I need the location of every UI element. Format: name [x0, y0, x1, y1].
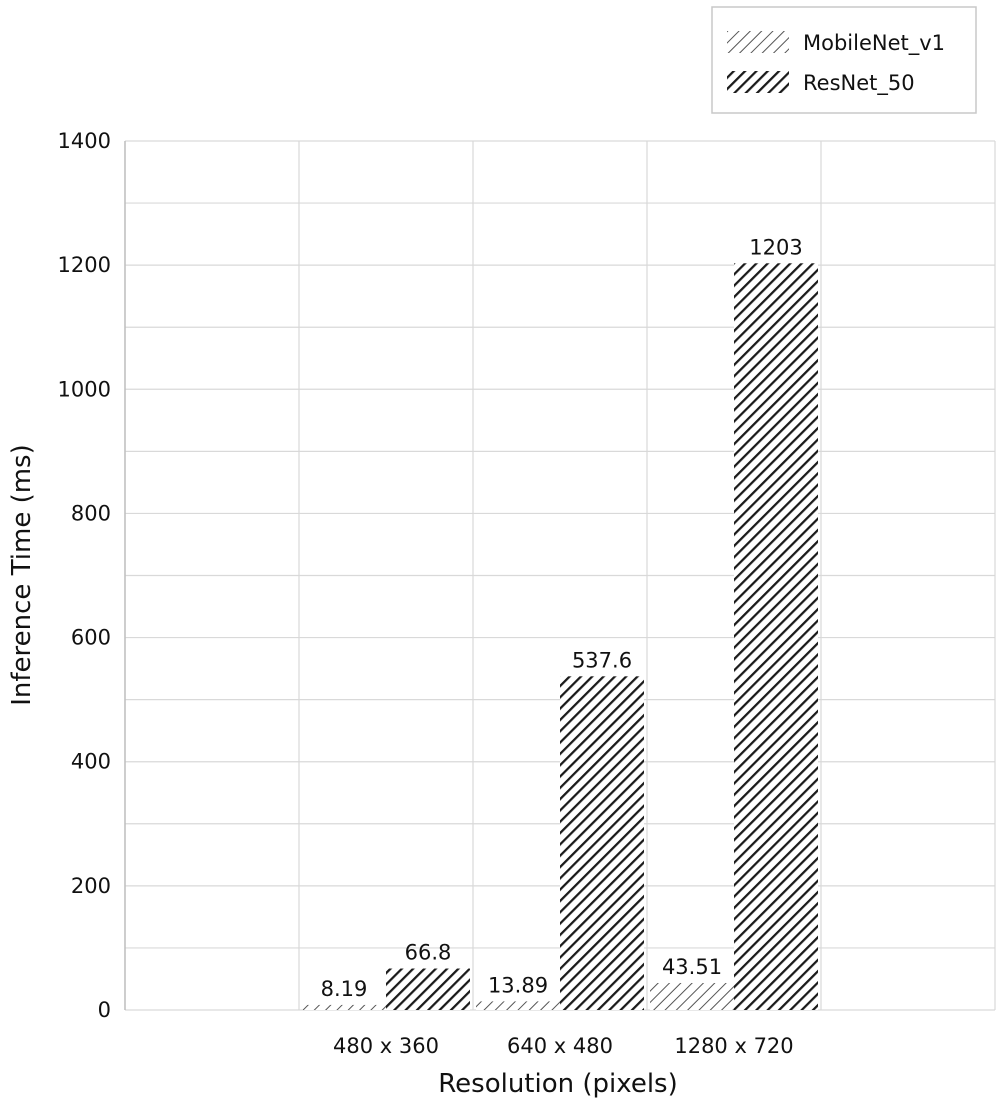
bar-resnet: [386, 968, 470, 1010]
y-tick-label: 600: [71, 626, 111, 650]
y-tick-label: 1200: [58, 253, 111, 277]
bar-mobilenet: [302, 1004, 386, 1010]
data-label: 8.19: [321, 977, 368, 1001]
y-tick-label: 200: [71, 874, 111, 898]
legend-swatch-mobilenet: [727, 31, 789, 53]
data-label: 13.89: [488, 973, 548, 997]
ticks-layer: 0 200 400 600 800 1000 1200 1400 480 x 360 640 x …: [58, 129, 794, 1058]
y-tick-label: 1400: [58, 129, 111, 153]
y-tick-label: 800: [71, 501, 111, 525]
legend: MobileNet_v1 ResNet_50: [711, 6, 977, 114]
bar-resnet: [560, 676, 644, 1010]
x-axis-title: Resolution (pixels): [438, 1069, 677, 1099]
legend-label-resnet: ResNet_50: [803, 71, 915, 96]
data-label: 537.6: [572, 648, 632, 672]
data-label: 43.51: [662, 955, 722, 979]
bars-layer: [302, 263, 818, 1010]
legend-swatch-resnet: [727, 71, 789, 93]
y-tick-label: 1000: [58, 377, 111, 401]
bar-mobilenet: [650, 982, 734, 1010]
y-tick-label: 400: [71, 750, 111, 774]
data-label: 1203: [749, 235, 802, 259]
bar-resnet: [734, 263, 818, 1010]
grid-layer: [124, 140, 996, 1011]
x-tick-label: 480 x 360: [333, 1034, 439, 1058]
x-tick-label: 1280 x 720: [674, 1034, 793, 1058]
y-axis-title: Inference Time (ms): [7, 444, 37, 706]
x-tick-label: 640 x 480: [507, 1034, 613, 1058]
legend-label-mobilenet: MobileNet_v1: [803, 31, 945, 56]
bar-mobilenet: [476, 1001, 560, 1010]
y-tick-label: 0: [98, 998, 111, 1022]
labels-layer: 8.19 66.8 13.89 537.6 43.51 1203: [321, 235, 803, 1001]
legend-box: [711, 6, 977, 114]
data-label: 66.8: [405, 941, 452, 965]
